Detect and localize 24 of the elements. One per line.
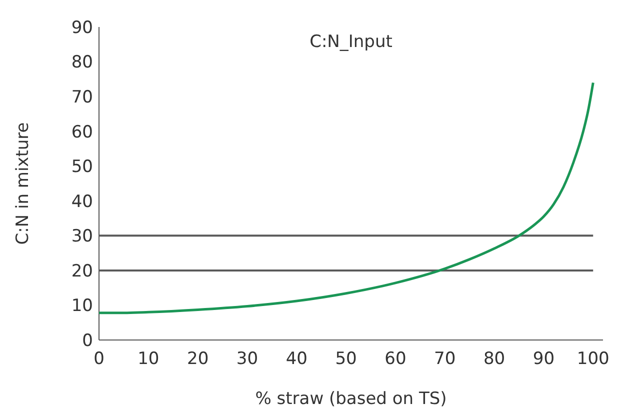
y-tick-label: 60 (71, 122, 93, 142)
y-tick-label: 30 (71, 226, 93, 247)
y-tick-label: 20 (71, 261, 93, 282)
x-tick-label: 60 (384, 349, 406, 369)
y-tick-label: 0 (82, 330, 93, 351)
x-tick-label: 80 (483, 349, 506, 369)
x-tick-label: 40 (286, 349, 308, 369)
y-tick-label: 10 (71, 296, 93, 316)
y-axis-title: C:N in mixture (13, 122, 33, 245)
x-tick-label: 70 (434, 349, 456, 369)
y-tick-label: 90 (71, 18, 93, 38)
x-tick-label: 30 (236, 349, 258, 369)
x-tick-label: 100 (576, 349, 610, 369)
x-tick-label: 90 (532, 349, 555, 369)
x-tick-label: 20 (187, 349, 209, 369)
x-tick-label: 50 (335, 349, 357, 369)
y-tick-label: 40 (71, 192, 93, 212)
y-tick-label: 70 (71, 88, 93, 108)
x-axis-title: % straw (based on TS) (255, 389, 447, 408)
y-tick-label: 80 (71, 52, 93, 73)
y-tick-label: 50 (71, 157, 93, 178)
line-series (98, 81, 594, 314)
x-tick-label: 10 (138, 349, 160, 369)
chart-title: C:N_Input (310, 32, 393, 52)
